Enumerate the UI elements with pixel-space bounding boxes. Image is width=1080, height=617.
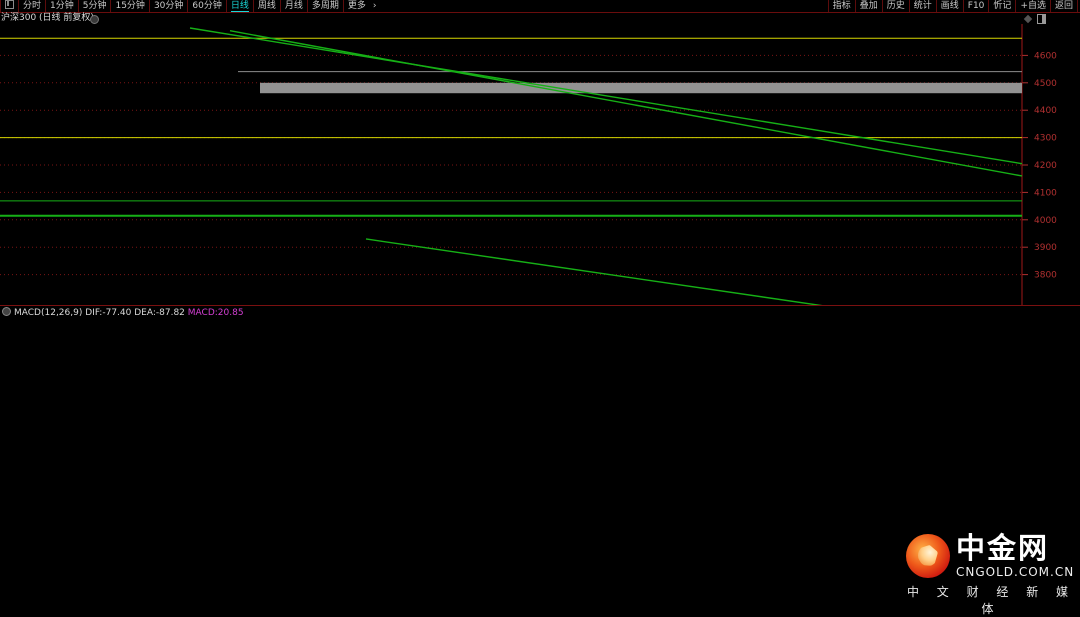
diamond-icon[interactable] [1023, 14, 1033, 24]
page-title: 沪深300 (日线 前复权) [1, 13, 94, 23]
macd-dif-value: -77.40 [102, 308, 132, 318]
period-30min[interactable]: 30分钟 [150, 0, 189, 12]
chart-application-window: 分时 1分钟 5分钟 15分钟 30分钟 60分钟 日线 周线 月线 多周期 更… [0, 0, 1080, 602]
price-chart-pane[interactable]: 4600 4500 4400 4300 4200 4100 4000 3900 3800 [0, 24, 1080, 306]
tool-add-watchlist[interactable]: +自选 [1016, 0, 1051, 12]
svg-text:3900: 3900 [1034, 243, 1057, 253]
tools-toolbar: 指标 叠加 历史 统计 画线 F10 忻记 +自选 返回 [827, 0, 1078, 12]
window-square-icon[interactable] [0, 0, 19, 12]
svg-text:4100: 4100 [1034, 188, 1057, 198]
period-weekly[interactable]: 周线 [254, 0, 281, 12]
svg-text:4200: 4200 [1034, 161, 1057, 171]
macd-dea-value: -87.82 [155, 308, 185, 318]
chevron-right-icon[interactable]: › [372, 1, 377, 11]
svg-text:4600: 4600 [1034, 51, 1057, 61]
macd-dea-label: DEA: [134, 308, 156, 318]
top-toolbar: 分时 1分钟 5分钟 15分钟 30分钟 60分钟 日线 周线 月线 多周期 更… [0, 0, 1080, 13]
period-fenshi[interactable]: 分时 [19, 0, 47, 12]
macd-dif-label: DIF: [85, 308, 103, 318]
period-more[interactable]: 更多 [347, 1, 366, 11]
macd-macd-value: 20.85 [217, 308, 244, 318]
macd-canvas[interactable] [0, 319, 1080, 602]
tool-history[interactable]: 历史 [883, 0, 910, 12]
macd-indicator-name: MACD(12,26,9) [14, 308, 83, 318]
gear-circle-icon[interactable] [90, 15, 99, 24]
svg-text:4000: 4000 [1034, 216, 1057, 226]
svg-text:4400: 4400 [1034, 106, 1057, 116]
tool-overlay[interactable]: 叠加 [856, 0, 883, 12]
tool-indicator[interactable]: 指标 [827, 0, 856, 12]
macd-settings-icon[interactable] [2, 307, 11, 316]
period-multi[interactable]: 多周期 [308, 0, 344, 12]
svg-text:4500: 4500 [1034, 79, 1057, 89]
svg-text:3800: 3800 [1034, 271, 1057, 281]
restore-window-icon[interactable] [1037, 14, 1046, 24]
period-toolbar: 分时 1分钟 5分钟 15分钟 30分钟 60分钟 日线 周线 月线 多周期 更… [0, 0, 380, 12]
candlestick-canvas[interactable]: 4600 4500 4400 4300 4200 4100 4000 3900 3800 [0, 24, 1080, 306]
svg-text:4300: 4300 [1034, 134, 1057, 144]
macd-header: MACD(12,26,9) DIF:-77.40 DEA:-87.82 MACD… [0, 307, 1080, 319]
tool-back[interactable]: 返回 [1051, 0, 1078, 12]
tool-statistics[interactable]: 统计 [910, 0, 937, 12]
tool-drawline[interactable]: 画线 [937, 0, 964, 12]
instrument-title-row: 沪深300 (日线 前复权) [0, 13, 1080, 24]
period-5min[interactable]: 5分钟 [79, 0, 112, 12]
macd-chart-pane[interactable]: MACD(12,26,9) DIF:-77.40 DEA:-87.82 MACD… [0, 307, 1080, 602]
period-monthly[interactable]: 月线 [281, 0, 308, 12]
period-daily[interactable]: 日线 [227, 0, 254, 12]
tool-f10[interactable]: F10 [964, 0, 990, 12]
tool-mark[interactable]: 忻记 [989, 0, 1017, 12]
macd-macd-label: MACD: [187, 308, 218, 318]
period-15min[interactable]: 15分钟 [111, 0, 150, 12]
window-controls [1023, 14, 1046, 24]
period-1min[interactable]: 1分钟 [46, 0, 79, 12]
period-60min[interactable]: 60分钟 [188, 0, 227, 12]
